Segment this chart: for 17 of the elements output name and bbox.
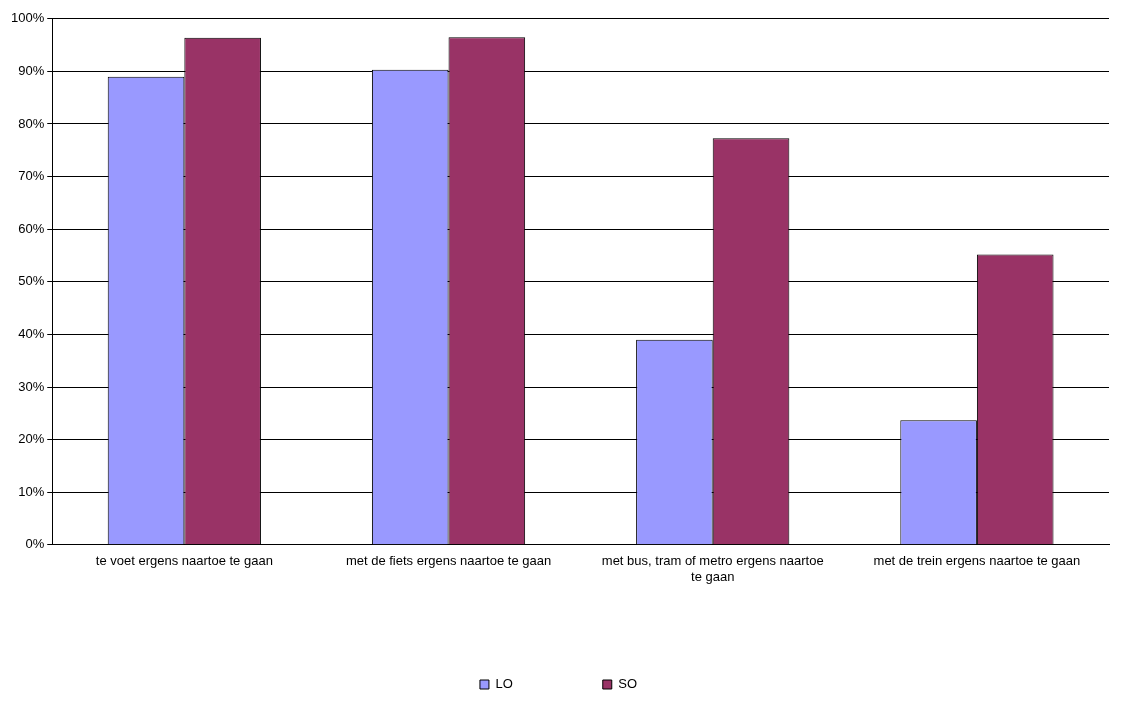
y-tick-label: 80%	[18, 115, 45, 131]
y-tick-label: 50%	[18, 273, 45, 289]
y-tick-label: 100%	[11, 10, 45, 26]
y-tick-label: 90%	[18, 62, 45, 78]
y-tick-label: 30%	[18, 378, 45, 394]
y-tick-label: 40%	[18, 325, 45, 341]
x-tick-label: met de fiets ergens naartoe te gaan	[345, 553, 552, 569]
y-tick-label: 60%	[18, 220, 45, 236]
legend-label: SO	[618, 676, 638, 692]
x-tick-label: met bus, tram of metro ergens naartoe te gaan	[601, 553, 824, 584]
x-tick-label: te voet ergens naartoe te gaan	[95, 553, 273, 569]
x-tick-label: met de trein ergens naartoe te gaan	[873, 553, 1081, 569]
legend-label: LO	[495, 676, 513, 692]
y-tick-label: 10%	[18, 483, 45, 499]
y-tick-label: 70%	[18, 168, 45, 184]
y-tick-label: 0%	[25, 536, 45, 552]
y-tick-label: 20%	[18, 431, 45, 447]
